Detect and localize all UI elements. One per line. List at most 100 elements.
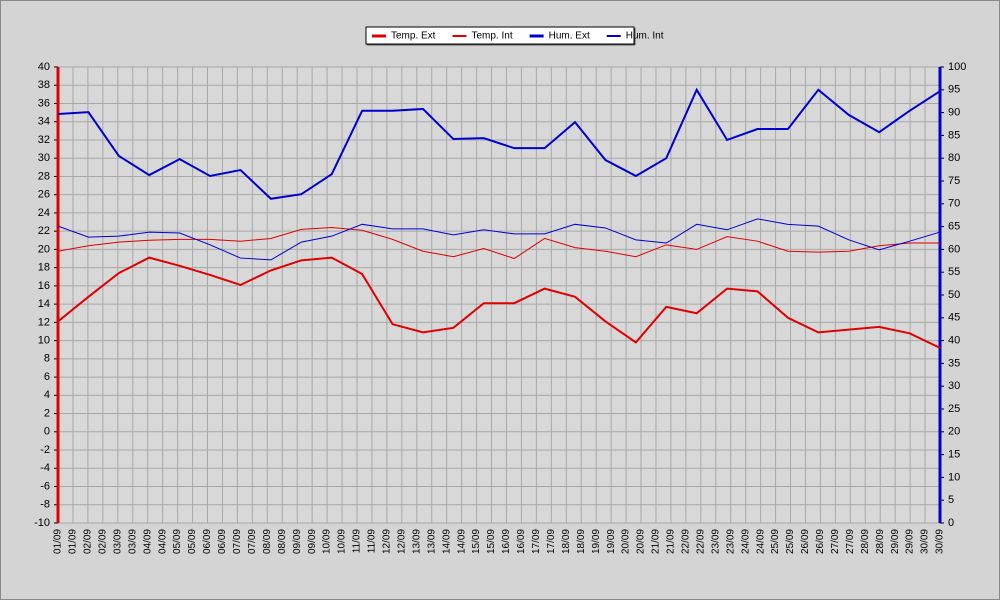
x-tick-label: 05/09 bbox=[172, 529, 183, 554]
x-tick-label: 15/09 bbox=[486, 529, 497, 554]
y2-tick-label: 65 bbox=[948, 221, 960, 233]
x-tick-label: 06/09 bbox=[202, 529, 213, 554]
y-tick-label: 40 bbox=[38, 61, 50, 73]
y2-tick-label: 0 bbox=[948, 517, 954, 529]
y-tick-label: 14 bbox=[38, 298, 50, 310]
x-tick-label: 14/09 bbox=[456, 529, 467, 554]
y2-tick-label: 60 bbox=[948, 243, 960, 255]
y-tick-label: -4 bbox=[40, 462, 50, 474]
x-tick-label: 26/09 bbox=[800, 529, 811, 554]
x-tick-label: 09/09 bbox=[307, 529, 318, 554]
x-tick-label: 06/09 bbox=[217, 529, 228, 554]
x-tick-label: 29/09 bbox=[890, 529, 901, 554]
y-tick-label: -8 bbox=[40, 499, 50, 511]
y-tick-label: 30 bbox=[38, 152, 50, 164]
y-tick-label: -10 bbox=[34, 517, 50, 529]
y2-tick-label: 55 bbox=[948, 266, 960, 278]
x-tick-label: 11/09 bbox=[367, 529, 378, 554]
y-tick-label: 36 bbox=[38, 97, 50, 109]
x-tick-label: 08/09 bbox=[277, 529, 288, 554]
y-tick-label: 0 bbox=[44, 426, 50, 438]
x-tick-label: 19/09 bbox=[606, 529, 617, 554]
y-tick-label: 28 bbox=[38, 170, 50, 182]
x-tick-label: 02/09 bbox=[83, 529, 94, 554]
x-tick-label: 13/09 bbox=[411, 529, 422, 554]
x-tick-label: 28/09 bbox=[860, 529, 871, 554]
x-tick-label: 22/09 bbox=[695, 529, 706, 554]
x-tick-label: 04/09 bbox=[157, 529, 168, 554]
x-tick-label: 10/09 bbox=[322, 529, 333, 554]
x-tick-label: 11/09 bbox=[352, 529, 363, 554]
x-tick-label: 13/09 bbox=[426, 529, 437, 554]
x-tick-label: 30/09 bbox=[920, 529, 931, 554]
y-tick-label: 24 bbox=[38, 207, 50, 219]
y2-tick-label: 35 bbox=[948, 357, 960, 369]
legend-label: Hum. Ext bbox=[549, 31, 590, 42]
y2-tick-label: 70 bbox=[948, 198, 960, 210]
series-line bbox=[57, 87, 941, 200]
x-tick-label: 26/09 bbox=[815, 529, 826, 554]
y2-tick-label: 90 bbox=[948, 107, 960, 119]
y-tick-label: 12 bbox=[38, 316, 50, 328]
y2-tick-label: 100 bbox=[948, 61, 966, 73]
x-tick-label: 24/09 bbox=[755, 529, 766, 554]
y-tick-label: -2 bbox=[40, 444, 50, 456]
x-tick-label: 28/09 bbox=[875, 529, 886, 554]
y2-tick-label: 5 bbox=[948, 494, 954, 506]
x-tick-label: 10/09 bbox=[337, 529, 348, 554]
y-tick-label: 6 bbox=[44, 371, 50, 383]
legend-label: Temp. Ext bbox=[391, 31, 436, 42]
x-tick-label: 09/09 bbox=[292, 529, 303, 554]
y-tick-label: 22 bbox=[38, 225, 50, 237]
x-tick-label: 27/09 bbox=[845, 529, 856, 554]
x-tick-label: 12/09 bbox=[396, 529, 407, 554]
x-tick-label: 17/09 bbox=[531, 529, 542, 554]
x-tick-label: 23/09 bbox=[710, 529, 721, 554]
legend: Temp. Ext Temp. Int Hum. Ext Hum. Int bbox=[365, 26, 664, 46]
x-tick-label: 23/09 bbox=[725, 529, 736, 554]
y-tick-label: 16 bbox=[38, 280, 50, 292]
y-tick-label: 4 bbox=[44, 389, 50, 401]
x-tick-label: 02/09 bbox=[97, 529, 108, 554]
y2-tick-label: 45 bbox=[948, 312, 960, 324]
y-tick-label: 38 bbox=[38, 79, 50, 91]
x-tick-label: 18/09 bbox=[576, 529, 587, 554]
x-tick-label: 22/09 bbox=[681, 529, 692, 554]
series-line bbox=[57, 227, 940, 260]
x-tick-label: 16/09 bbox=[501, 529, 512, 554]
x-tick-label: 19/09 bbox=[591, 529, 602, 554]
x-tick-label: 04/09 bbox=[142, 529, 153, 554]
y-tick-label: 26 bbox=[38, 189, 50, 201]
x-tick-label: 21/09 bbox=[651, 529, 662, 554]
x-tick-label: 30/09 bbox=[935, 529, 946, 554]
x-tick-label: 12/09 bbox=[382, 529, 393, 554]
x-tick-label: 25/09 bbox=[770, 529, 781, 554]
y2-tick-label: 75 bbox=[948, 175, 960, 187]
x-tick-label: 25/09 bbox=[785, 529, 796, 554]
series-line bbox=[57, 218, 941, 261]
y-tick-label: 10 bbox=[38, 335, 50, 347]
y2-tick-label: 10 bbox=[948, 471, 960, 483]
legend-box bbox=[365, 26, 635, 45]
y-tick-label: 2 bbox=[44, 407, 50, 419]
x-tick-label: 24/09 bbox=[740, 529, 751, 554]
y2-tick-label: 15 bbox=[948, 449, 960, 461]
y2-tick-label: 80 bbox=[948, 152, 960, 164]
x-tick-label: 03/09 bbox=[112, 529, 123, 554]
x-tick-label: 16/09 bbox=[516, 529, 527, 554]
x-tick-label: 20/09 bbox=[621, 529, 632, 554]
x-tick-label: 29/09 bbox=[905, 529, 916, 554]
y-tick-label: 20 bbox=[38, 243, 50, 255]
legend-label: Hum. Int bbox=[626, 31, 664, 42]
y2-tick-label: 20 bbox=[948, 426, 960, 438]
x-tick-label: 01/09 bbox=[53, 529, 64, 554]
y-tick-label: 8 bbox=[44, 353, 50, 365]
x-tick-label: 07/09 bbox=[247, 529, 258, 554]
x-tick-label: 08/09 bbox=[262, 529, 273, 554]
legend-label: Temp. Int bbox=[471, 31, 512, 42]
y-tick-label: 18 bbox=[38, 262, 50, 274]
x-tick-label: 15/09 bbox=[471, 529, 482, 554]
x-tick-label: 07/09 bbox=[232, 529, 243, 554]
y2-tick-label: 30 bbox=[948, 380, 960, 392]
y2-tick-label: 40 bbox=[948, 335, 960, 347]
